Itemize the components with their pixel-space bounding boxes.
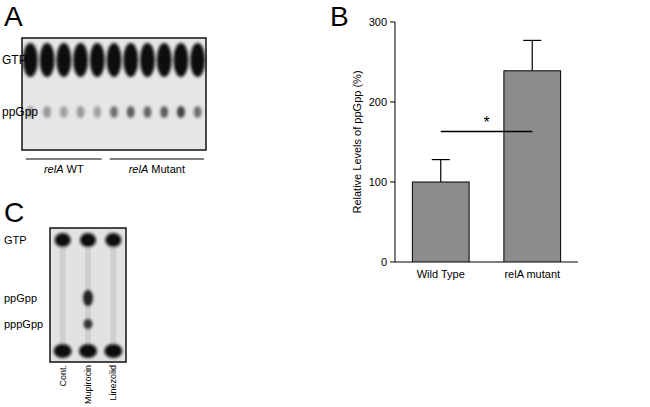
figure: A B C GTP ppGpp relA WT relA Mutant 0 100 200 300 R… xyxy=(0,0,650,407)
group-line xyxy=(110,159,204,160)
group-line xyxy=(26,159,102,160)
tlc-plate xyxy=(22,38,206,150)
gtp-spot xyxy=(173,43,188,77)
error-stem xyxy=(440,160,441,182)
bars xyxy=(412,40,560,262)
significance-star: * xyxy=(483,114,489,131)
ppgpp-spot xyxy=(93,106,101,118)
ppgpp-spot xyxy=(77,106,85,118)
y-tick-label: 300 xyxy=(369,16,387,28)
error-bar xyxy=(523,40,541,70)
y-axis-label: Relative Levels of ppGpp (%) xyxy=(351,70,363,213)
y-tick-label: 100 xyxy=(369,176,387,188)
gtp-spot xyxy=(140,43,155,77)
lane-label: Mupirocin xyxy=(83,365,93,404)
group-label: relA Mutant xyxy=(129,163,185,175)
gtp-spot xyxy=(107,43,122,77)
gtp-spot xyxy=(157,43,172,77)
gtp-spot xyxy=(105,233,121,247)
y-tick xyxy=(390,182,395,183)
x-tick-label: Wild Type xyxy=(417,268,465,280)
bar xyxy=(412,182,469,262)
gtp-spot xyxy=(73,43,88,77)
error-cap xyxy=(523,40,541,41)
x-tick-label: relA mutant xyxy=(504,268,560,280)
error-cap xyxy=(432,159,450,160)
origin-spot xyxy=(54,344,72,358)
lane-label: Cont. xyxy=(58,365,68,387)
y-tick xyxy=(390,22,395,23)
gtp-spot xyxy=(80,233,96,247)
ppgpp-spot xyxy=(160,106,168,118)
row-label: ppGpp xyxy=(2,105,38,119)
origin-spot xyxy=(104,344,122,358)
group-label: relA WT xyxy=(44,163,84,175)
lane-label: Linezolid xyxy=(108,365,118,401)
ppgpp-spot xyxy=(43,106,51,118)
error-bar xyxy=(432,160,450,182)
lane-smear xyxy=(60,246,66,344)
row-label: GTP xyxy=(4,234,27,246)
panel-label: C xyxy=(4,197,24,228)
ppgpp-spot xyxy=(127,106,135,118)
bar xyxy=(504,71,561,262)
y-tick xyxy=(390,102,395,103)
gtp-spot xyxy=(90,43,105,77)
pppgpp-spot xyxy=(84,319,93,329)
lane-smear xyxy=(110,246,116,344)
y-tick xyxy=(390,262,395,263)
origin-spot xyxy=(79,344,97,358)
error-stem xyxy=(532,40,533,70)
ppgpp-spot xyxy=(60,106,68,118)
significance-line xyxy=(441,131,533,133)
ppgpp-spot xyxy=(83,290,93,306)
gtp-spot xyxy=(55,233,71,247)
y-tick-label: 200 xyxy=(369,96,387,108)
y-tick-label: 0 xyxy=(381,256,387,268)
panel-label: A xyxy=(4,1,23,32)
ppgpp-spot xyxy=(177,106,185,118)
ppgpp-spot xyxy=(143,106,151,118)
y-axis xyxy=(395,22,396,262)
gtp-spot xyxy=(40,43,55,77)
row-label: GTP xyxy=(2,53,27,67)
panel-label: B xyxy=(330,1,349,32)
ppgpp-spot xyxy=(110,106,118,118)
tlc-plate xyxy=(50,228,126,362)
gtp-spot xyxy=(56,43,71,77)
gtp-spot xyxy=(123,43,138,77)
row-label: pppGpp xyxy=(4,318,43,330)
row-label: ppGpp xyxy=(4,292,37,304)
gtp-spot xyxy=(190,43,205,77)
ppgpp-spot xyxy=(194,106,202,118)
